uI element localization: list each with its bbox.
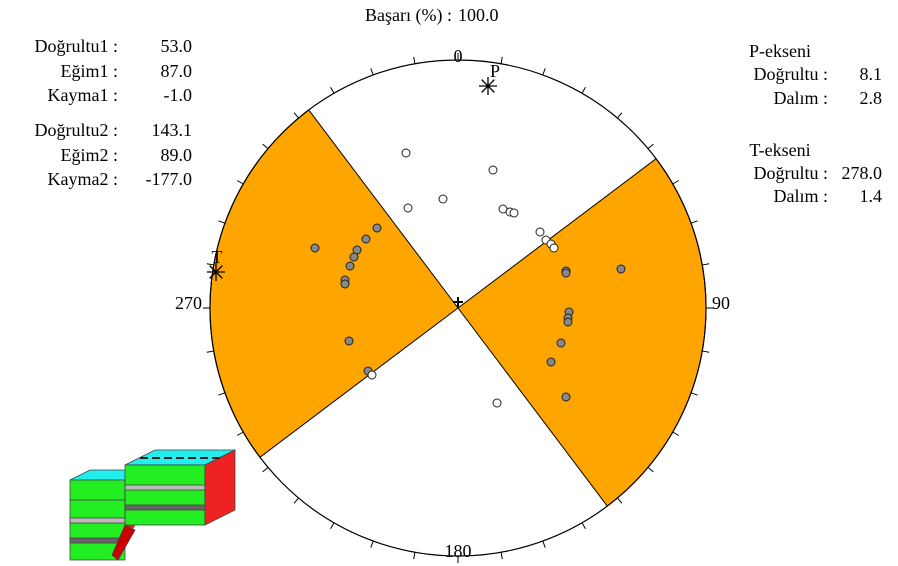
tick — [331, 87, 335, 93]
tick — [294, 498, 298, 503]
tick — [702, 351, 709, 352]
dilatation-point — [346, 262, 354, 270]
dilatation-point — [562, 269, 570, 277]
tick — [263, 144, 268, 148]
tick — [543, 68, 545, 75]
tick — [501, 552, 502, 559]
tick — [414, 57, 415, 64]
dilatation-point — [345, 337, 353, 345]
param-label: Doğrultu : — [754, 163, 829, 183]
param-value: 8.1 — [860, 64, 883, 84]
header-value: 100.0 — [458, 5, 499, 25]
param-label: Eğim2 : — [61, 145, 119, 165]
dilatation-point — [350, 253, 358, 261]
param-label: Kayma2 : — [48, 169, 118, 189]
param-label: Eğim1 : — [61, 61, 119, 81]
dilatation-point — [547, 358, 555, 366]
compression-point — [510, 209, 518, 217]
tick — [371, 68, 373, 75]
tick — [673, 181, 679, 185]
tick — [218, 393, 225, 395]
compression-point — [439, 195, 447, 203]
param-value: 1.4 — [860, 186, 883, 206]
tick — [263, 467, 268, 471]
tick — [617, 498, 621, 503]
param-value: 89.0 — [161, 145, 193, 165]
param-value: 143.1 — [152, 120, 193, 140]
dilatation-point — [557, 339, 565, 347]
tick — [702, 264, 709, 265]
param-value: 87.0 — [161, 61, 193, 81]
dilatation-point — [341, 280, 349, 288]
compression-point — [402, 149, 410, 157]
dilatation-point — [311, 244, 319, 252]
tick — [691, 393, 698, 395]
param-value: -177.0 — [146, 169, 193, 189]
compression-point — [493, 399, 501, 407]
param-label: Dalım : — [774, 88, 829, 108]
dilatation-point — [617, 265, 625, 273]
param-label: Doğrultu1 : — [35, 36, 119, 56]
param-value: 2.8 — [860, 88, 883, 108]
dilatation-point — [564, 318, 572, 326]
dilatation-point — [562, 393, 570, 401]
tick — [414, 552, 415, 559]
block-diagram — [70, 450, 235, 560]
tick — [294, 113, 298, 118]
param-value: -1.0 — [164, 85, 193, 105]
tick — [218, 221, 225, 223]
tick — [648, 144, 653, 148]
compression-point — [550, 244, 558, 252]
param-value: 53.0 — [161, 36, 193, 56]
param-label: Kayma1 : — [48, 85, 118, 105]
tick — [543, 541, 545, 548]
dilatation-point — [373, 224, 381, 232]
tick — [237, 181, 243, 185]
tick — [582, 523, 586, 529]
compression-point — [536, 228, 544, 236]
compression-point — [368, 371, 376, 379]
tick — [617, 113, 621, 118]
tick — [691, 221, 698, 223]
compass-label: 180 — [445, 541, 472, 561]
tick — [501, 57, 502, 64]
compass-label: 90 — [712, 293, 730, 313]
stereonet — [203, 53, 713, 563]
compression-point — [489, 166, 497, 174]
tick — [207, 351, 214, 352]
tick — [673, 432, 679, 436]
compass-label: 270 — [175, 293, 202, 313]
dilatation-point — [362, 235, 370, 243]
tick — [331, 523, 335, 529]
marker-label: T — [212, 247, 223, 267]
axis-title: T-ekseni — [749, 140, 810, 160]
compression-point — [404, 204, 412, 212]
header-label: Başarı (%) : — [365, 5, 452, 26]
focal-mechanism: Başarı (%) : 100.0 Doğrultu1 : 53.0 Eğim… — [0, 0, 898, 566]
tick — [371, 541, 373, 548]
tick — [237, 432, 243, 436]
param-label: Dalım : — [774, 186, 829, 206]
param-label: Doğrultu2 : — [35, 120, 119, 140]
marker-label: P — [490, 61, 500, 81]
param-label: Doğrultu : — [754, 64, 829, 84]
compass-label: 0 — [454, 46, 463, 66]
axis-title: P-ekseni — [749, 41, 811, 61]
param-value: 278.0 — [842, 163, 883, 183]
tick — [648, 467, 653, 471]
tick — [582, 87, 586, 93]
